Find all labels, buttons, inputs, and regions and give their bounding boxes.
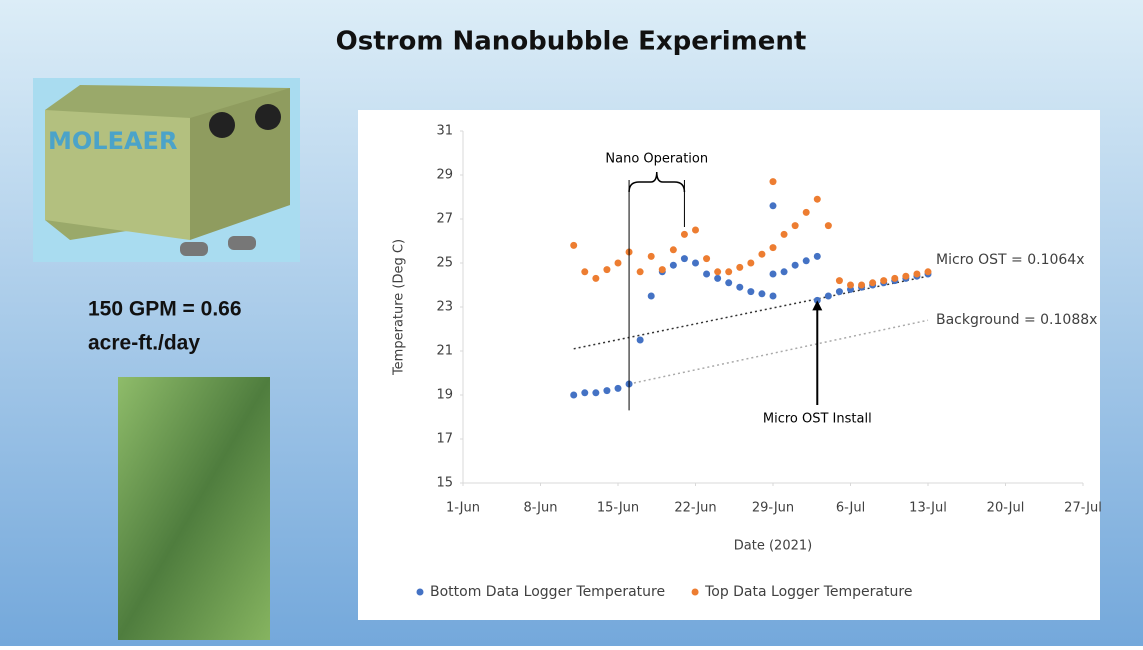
y-tick-label: 25 <box>436 256 453 271</box>
point <box>913 271 920 278</box>
point <box>770 244 777 251</box>
point <box>581 268 588 275</box>
point <box>792 222 799 229</box>
y-tick-label: 19 <box>436 388 453 403</box>
x-tick-label: 20-Jul <box>987 501 1025 516</box>
point <box>648 293 655 300</box>
point <box>681 231 688 238</box>
slide-title: Ostrom Nanobubble Experiment <box>336 27 807 57</box>
point <box>615 260 622 267</box>
x-tick-label: 1-Jun <box>446 501 480 516</box>
point <box>781 231 788 238</box>
y-axis-title: Temperature (Deg C) <box>392 239 407 376</box>
point <box>681 255 688 262</box>
chart-area <box>358 110 1100 620</box>
caption: 150 GPM = 0.66 <box>88 298 242 321</box>
point <box>703 271 710 278</box>
point <box>770 271 777 278</box>
point <box>803 257 810 264</box>
x-axis-title: Date (2021) <box>734 539 812 554</box>
point <box>637 337 644 344</box>
y-tick-label: 21 <box>436 344 453 359</box>
point <box>758 290 765 297</box>
point <box>814 196 821 203</box>
y-tick-label: 23 <box>436 300 453 315</box>
point <box>670 246 677 253</box>
point <box>736 264 743 271</box>
legend-label: Top Data Logger Temperature <box>704 584 912 600</box>
point <box>891 275 898 282</box>
point <box>925 268 932 275</box>
trendline-label: Background = 0.1088x <box>936 312 1097 328</box>
point <box>615 385 622 392</box>
point <box>814 253 821 260</box>
point <box>592 389 599 396</box>
point <box>770 178 777 185</box>
y-tick-label: 27 <box>436 212 453 227</box>
product-image: MOLEAER <box>33 78 300 262</box>
y-tick-label: 15 <box>436 476 453 491</box>
point <box>714 275 721 282</box>
point <box>825 222 832 229</box>
y-tick-label: 31 <box>436 124 453 139</box>
y-tick-label: 29 <box>436 168 453 183</box>
caption: acre-ft./day <box>88 332 200 355</box>
y-tick-label: 17 <box>436 432 453 447</box>
point <box>736 284 743 291</box>
point <box>581 389 588 396</box>
point <box>825 293 832 300</box>
x-tick-label: 13-Jul <box>909 501 947 516</box>
x-tick-label: 15-Jun <box>597 501 639 516</box>
x-tick-label: 8-Jun <box>524 501 558 516</box>
point <box>902 273 909 280</box>
point <box>603 387 610 394</box>
legend-marker <box>417 589 424 596</box>
point <box>659 266 666 273</box>
annotation-text: Micro OST Install <box>763 412 872 427</box>
point <box>692 227 699 234</box>
x-tick-label: 22-Jun <box>674 501 716 516</box>
point <box>692 260 699 267</box>
trendline-label: Micro OST = 0.1064x <box>936 252 1085 268</box>
legend-marker <box>692 589 699 596</box>
point <box>725 279 732 286</box>
point <box>758 251 765 258</box>
point <box>648 253 655 260</box>
x-tick-label: 29-Jun <box>752 501 794 516</box>
point <box>803 209 810 216</box>
point <box>792 262 799 269</box>
point <box>592 275 599 282</box>
point <box>770 202 777 209</box>
pond-photo <box>118 377 270 640</box>
point <box>880 277 887 284</box>
point <box>836 288 843 295</box>
point <box>570 392 577 399</box>
point <box>637 268 644 275</box>
point <box>703 255 710 262</box>
point <box>869 279 876 286</box>
point <box>770 293 777 300</box>
slide: Ostrom Nanobubble Experiment MOLEAER 150… <box>0 0 1143 646</box>
point <box>836 277 843 284</box>
point <box>570 242 577 249</box>
point <box>847 282 854 289</box>
point <box>858 282 865 289</box>
point <box>714 268 721 275</box>
point <box>670 262 677 269</box>
annotation-text: Nano Operation <box>605 152 708 167</box>
point <box>603 266 610 273</box>
point <box>747 288 754 295</box>
point <box>747 260 754 267</box>
brand-label: MOLEAER <box>48 127 177 155</box>
point <box>725 268 732 275</box>
point <box>781 268 788 275</box>
legend-label: Bottom Data Logger Temperature <box>430 584 665 600</box>
x-tick-label: 27-Jul <box>1064 501 1102 516</box>
x-tick-label: 6-Jul <box>836 501 865 516</box>
